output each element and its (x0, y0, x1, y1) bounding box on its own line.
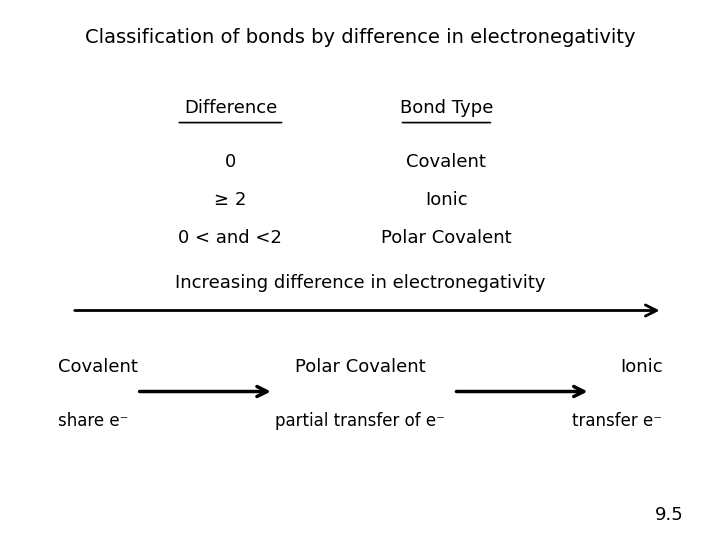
Text: ≥ 2: ≥ 2 (215, 191, 246, 209)
Text: Bond Type: Bond Type (400, 99, 493, 117)
Text: share e⁻: share e⁻ (58, 412, 128, 430)
Text: Increasing difference in electronegativity: Increasing difference in electronegativi… (175, 274, 545, 292)
Text: Covalent: Covalent (407, 153, 486, 171)
Text: 0: 0 (225, 153, 236, 171)
Text: transfer e⁻: transfer e⁻ (572, 412, 662, 430)
Text: Polar Covalent: Polar Covalent (294, 358, 426, 376)
Text: partial transfer of e⁻: partial transfer of e⁻ (275, 412, 445, 430)
Text: Difference: Difference (184, 99, 277, 117)
Text: Ionic: Ionic (620, 358, 662, 376)
Text: Classification of bonds by difference in electronegativity: Classification of bonds by difference in… (85, 28, 635, 48)
Text: Ionic: Ionic (425, 191, 468, 209)
Text: Covalent: Covalent (58, 358, 138, 376)
Text: 9.5: 9.5 (655, 506, 684, 524)
Text: 0 < and <2: 0 < and <2 (179, 228, 282, 247)
Text: Polar Covalent: Polar Covalent (381, 228, 512, 247)
